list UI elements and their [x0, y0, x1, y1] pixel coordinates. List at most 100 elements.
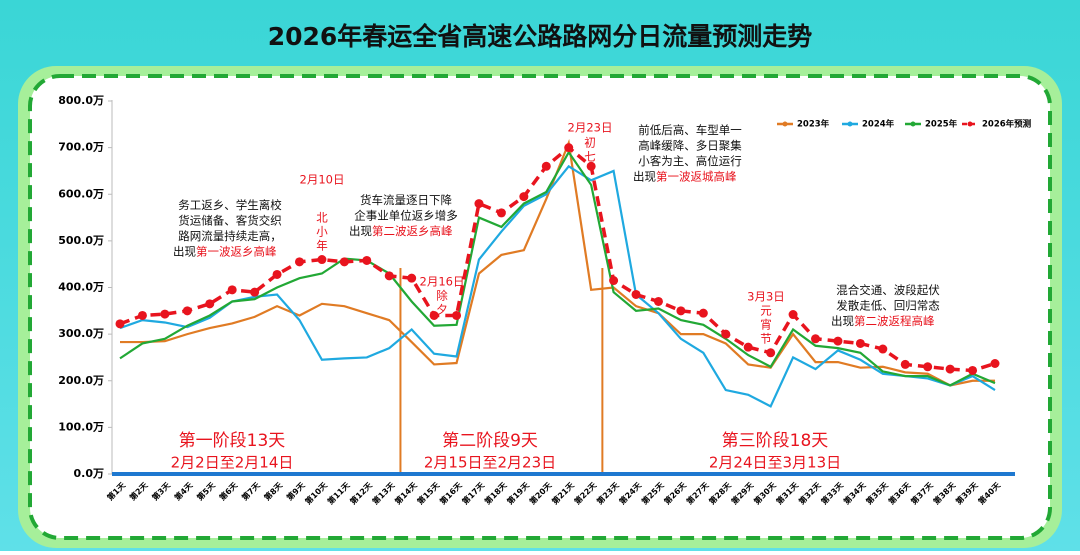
- annotation: 小客为主、高位运行: [638, 154, 742, 168]
- legend-label: 2026年预测: [982, 119, 1032, 130]
- series-line: [119, 145, 996, 373]
- annotation: 出现第一波返乡高峰: [173, 244, 277, 258]
- holiday-name: 年: [316, 239, 328, 253]
- holiday-name: 小: [316, 225, 328, 239]
- data-point: [855, 338, 865, 348]
- annotation-text: 出现: [349, 224, 372, 238]
- data-point: [743, 342, 753, 352]
- phase-name: 第二阶段9天: [442, 431, 538, 451]
- phase-range: 2月2日至2月14日: [171, 454, 294, 472]
- data-point: [878, 344, 888, 354]
- holiday-date: 2月16日: [420, 275, 465, 289]
- data-point: [115, 319, 125, 329]
- data-point: [631, 289, 641, 299]
- annotation-text: 货运储备、客货交织: [178, 213, 282, 227]
- holiday-name: 除: [436, 289, 448, 303]
- data-point: [519, 192, 529, 202]
- series-line: [119, 164, 996, 408]
- annotation-text: 出现: [173, 244, 196, 258]
- annotation: 出现第二波返乡高峰: [349, 224, 453, 238]
- holiday-name: 夕: [436, 303, 448, 317]
- data-point: [339, 257, 349, 267]
- data-point: [766, 348, 776, 358]
- legend-dot: [967, 121, 973, 127]
- holiday-name: 初: [584, 136, 596, 150]
- annotation-text: 混合交通、波段起伏: [836, 283, 940, 297]
- data-point: [788, 310, 798, 320]
- legend-label: 2025年: [925, 119, 958, 130]
- annotation-text: 企事业单位返乡增多: [354, 208, 458, 222]
- data-point: [721, 329, 731, 339]
- annotation: 货运储备、客货交织: [178, 213, 282, 227]
- series-line: [119, 150, 996, 387]
- data-point: [900, 359, 910, 369]
- y-tick-label: 0.0万: [74, 467, 105, 480]
- data-point: [182, 306, 192, 316]
- phase-range: 2月15日至2月23日: [424, 454, 556, 472]
- y-tick-label: 200.0万: [58, 374, 104, 387]
- data-point: [653, 296, 663, 306]
- chart-title: 2026年春运全省高速公路路网分日流量预测走势: [268, 22, 813, 51]
- annotation: 混合交通、波段起伏: [836, 283, 940, 297]
- data-point: [541, 161, 551, 171]
- data-point: [990, 358, 1000, 368]
- holiday-name: 元: [760, 304, 772, 318]
- data-point: [137, 310, 147, 320]
- y-tick-label: 500.0万: [58, 234, 104, 247]
- holiday-date: 2月10日: [300, 173, 345, 187]
- holiday-name: 七: [584, 150, 596, 164]
- data-point: [362, 255, 372, 265]
- holiday-date: 3月3日: [747, 290, 785, 304]
- panel-inner: [28, 74, 1052, 540]
- legend-label: 2023年: [797, 119, 830, 130]
- data-point: [294, 257, 304, 267]
- data-point: [676, 306, 686, 316]
- phase-name: 第一阶段13天: [179, 431, 286, 451]
- legend-dot: [847, 121, 853, 127]
- holiday-name: 北: [316, 211, 328, 225]
- data-point: [205, 299, 215, 309]
- annotation: 货车流量逐日下降: [360, 193, 452, 207]
- data-point: [968, 365, 978, 375]
- y-tick-label: 800.0万: [58, 94, 104, 107]
- data-point: [384, 271, 394, 281]
- annotation-text: 货车流量逐日下降: [360, 193, 452, 207]
- y-tick-label: 100.0万: [58, 420, 104, 433]
- data-point: [250, 287, 260, 297]
- y-tick-label: 700.0万: [58, 141, 104, 154]
- annotation: 发散走低、回归常态: [836, 298, 940, 312]
- y-tick-label: 400.0万: [58, 281, 104, 294]
- data-point: [429, 310, 439, 320]
- annotation-highlight: 第二波返乡高峰: [372, 224, 453, 238]
- legend-label: 2024年: [862, 119, 895, 130]
- annotation: 企事业单位返乡增多: [354, 208, 458, 222]
- annotation: 路网流量持续走高，: [178, 229, 282, 243]
- data-point: [227, 285, 237, 295]
- data-point: [945, 364, 955, 374]
- data-point: [407, 273, 417, 283]
- holiday-date: 2月23日: [568, 121, 613, 135]
- legend-dot: [910, 121, 916, 127]
- phase-range: 2月24日至3月13日: [709, 454, 841, 472]
- annotation-text: 出现: [831, 314, 854, 328]
- annotation: 出现第二波返程高峰: [831, 314, 935, 328]
- annotation-text: 小客为主、高位运行: [638, 154, 742, 168]
- annotation: 高峰缓降、多日聚集: [638, 138, 742, 152]
- annotation-text: 务工返乡、学生离校: [178, 198, 282, 212]
- annotation: 出现第一波返城高峰: [633, 169, 737, 183]
- data-point: [317, 255, 327, 265]
- annotation-text: 出现: [633, 169, 656, 183]
- y-tick-label: 600.0万: [58, 187, 104, 200]
- annotation: 务工返乡、学生离校: [178, 198, 282, 212]
- annotation: 前低后高、车型单一: [638, 123, 742, 137]
- annotation-highlight: 第二波返程高峰: [854, 314, 935, 328]
- annotation-text: 发散走低、回归常态: [836, 298, 940, 312]
- data-point: [923, 362, 933, 372]
- data-point: [698, 308, 708, 318]
- data-point: [474, 199, 484, 209]
- data-point: [160, 309, 170, 319]
- annotation-text: 高峰缓降、多日聚集: [638, 138, 742, 152]
- data-point: [272, 269, 282, 279]
- data-point: [586, 161, 596, 171]
